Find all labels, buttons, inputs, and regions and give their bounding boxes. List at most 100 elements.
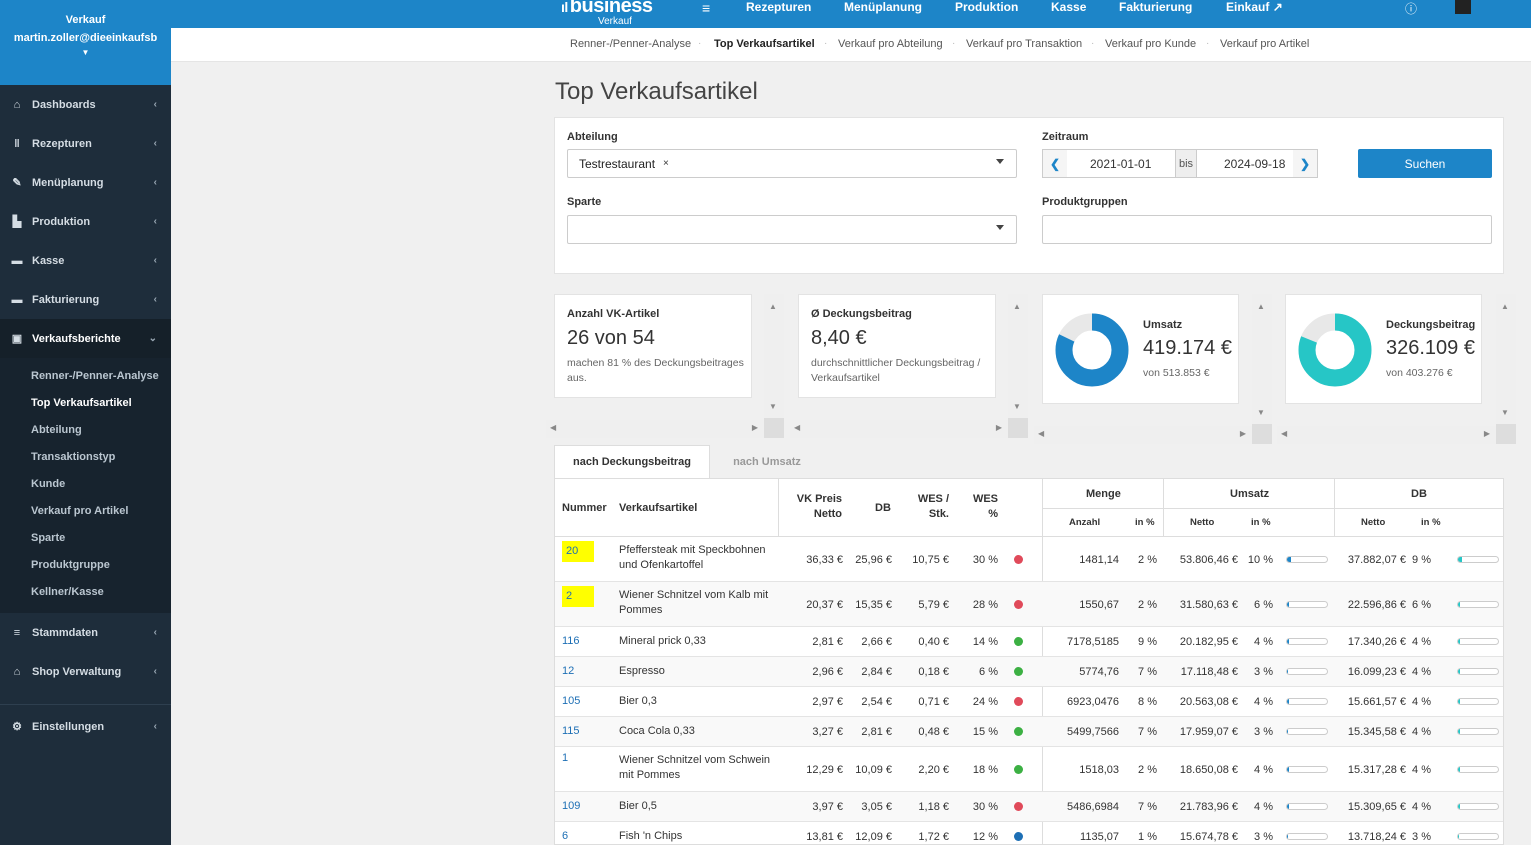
row-nummer[interactable]: 2 <box>562 586 594 607</box>
col-header-umsatz-pct[interactable]: in % <box>1251 517 1271 528</box>
caret-down-icon[interactable]: ▼ <box>81 48 90 57</box>
scroll-up-icon[interactable]: ▲ <box>769 302 777 311</box>
date-from-input[interactable]: 2021-01-01 <box>1090 157 1152 171</box>
subnav-verkauf-pro-artikel[interactable]: Verkauf pro Artikel <box>1220 38 1310 50</box>
row-nummer[interactable]: 20 <box>562 541 594 562</box>
sidebar-item-menueplanung[interactable]: ✎ Menüplanung ‹ <box>0 163 171 202</box>
table-row[interactable]: 116 Mineral prick 0,33 2,81 € 2,66 € 0,40 € 1… <box>555 627 1503 657</box>
col-header-vk-preis[interactable]: VK Preis Netto <box>796 492 842 522</box>
row-nummer[interactable]: 6 <box>562 830 569 842</box>
col-header-wes-pct[interactable]: WES % <box>972 492 998 522</box>
topmenu-fakturierung[interactable]: Fakturierung <box>1119 0 1193 14</box>
table-row[interactable]: 20 Pfeffersteak mit Speckbohnen und Ofenka… <box>555 537 1503 582</box>
scroll-right-icon[interactable]: ▶ <box>751 423 758 432</box>
row-nummer[interactable]: 116 <box>562 635 580 647</box>
scroll-down-icon[interactable]: ▼ <box>1013 402 1021 411</box>
sidebar-subitem-transaktionstyp[interactable]: Transaktionstyp <box>31 450 116 463</box>
subnav-verkauf-pro-kunde[interactable]: Verkauf pro Kunde <box>1105 38 1197 50</box>
col-header-nummer[interactable]: Nummer <box>562 502 607 514</box>
topmenu-produktion[interactable]: Produktion <box>955 0 1019 14</box>
sidebar-item-dashboards[interactable]: ⌂ Dashboards ‹ <box>0 85 171 124</box>
sparte-select[interactable] <box>567 215 1017 244</box>
subnav-verkauf-pro-transaktion[interactable]: Verkauf pro Transaktion <box>966 38 1083 50</box>
scroll-up-icon[interactable]: ▲ <box>1501 302 1509 311</box>
sidebar-subitem-abteilung[interactable]: Abteilung <box>31 423 82 436</box>
horizontal-scrollbar[interactable]: ◀ ▶ <box>546 420 764 438</box>
scroll-right-icon[interactable]: ▶ <box>995 423 1002 432</box>
abteilung-select[interactable]: Testrestaurant × <box>567 149 1017 178</box>
col-header-db-pct[interactable]: in % <box>1421 517 1441 528</box>
clear-selection-icon[interactable]: × <box>663 158 669 169</box>
sidebar-item-shop-verwaltung[interactable]: ⌂ Shop Verwaltung ‹ <box>0 652 171 691</box>
scroll-right-icon[interactable]: ▶ <box>1239 429 1246 438</box>
table-row[interactable]: 109 Bier 0,5 3,97 € 3,05 € 1,18 € 30 % 5486,69… <box>555 792 1503 822</box>
col-header-anzahl[interactable]: Anzahl <box>1069 517 1101 528</box>
row-nummer[interactable]: 12 <box>562 665 575 677</box>
row-nummer[interactable]: 105 <box>562 695 581 707</box>
sidebar-subitem-kellner-kasse[interactable]: Kellner/Kasse <box>31 585 104 598</box>
col-header-umsatz-netto[interactable]: Netto <box>1190 517 1215 528</box>
col-header-wes-stk[interactable]: WES / Stk. <box>917 492 949 522</box>
scroll-down-icon[interactable]: ▼ <box>1501 408 1509 417</box>
tab-nach-deckungsbeitrag[interactable]: nach Deckungsbeitrag <box>554 445 710 478</box>
topmenu-kasse[interactable]: Kasse <box>1051 0 1087 14</box>
row-nummer[interactable]: 1 <box>562 752 569 764</box>
avatar[interactable] <box>1455 0 1471 14</box>
scroll-down-icon[interactable]: ▼ <box>1257 408 1265 417</box>
sidebar-subitem-renner-penner[interactable]: Renner-/Penner-Analyse <box>31 369 159 382</box>
table-row[interactable]: 12 Espresso 2,96 € 2,84 € 0,18 € 6 % 5774,76 7 … <box>555 657 1503 687</box>
vertical-scrollbar[interactable]: ▲ ▼ <box>764 294 784 418</box>
table-row[interactable]: 1 Wiener Schnitzel vom Schwein mit Pommes 1… <box>555 747 1503 792</box>
table-row[interactable]: 115 Coca Cola 0,33 3,27 € 2,81 € 0,48 € 15 % 5… <box>555 717 1503 747</box>
scroll-up-icon[interactable]: ▲ <box>1257 302 1265 311</box>
date-next-button[interactable]: ❯ <box>1293 150 1317 177</box>
sidebar-item-rezepturen[interactable]: ‖ Rezepturen ‹ <box>0 124 171 163</box>
scroll-up-icon[interactable]: ▲ <box>1013 302 1021 311</box>
sidebar-subitem-verkauf-pro-artikel[interactable]: Verkauf pro Artikel <box>31 504 129 517</box>
vertical-scrollbar[interactable]: ▲ ▼ <box>1496 294 1516 424</box>
table-row[interactable]: 2 Wiener Schnitzel vom Kalb mit Pommes 20,3… <box>555 582 1503 627</box>
row-nummer[interactable]: 115 <box>562 725 580 737</box>
subnav-renner-penner[interactable]: Renner-/Penner-Analyse <box>570 38 692 50</box>
col-header-db-netto[interactable]: Netto <box>1361 517 1386 528</box>
col-header-db[interactable]: DB <box>875 502 891 514</box>
scroll-left-icon[interactable]: ◀ <box>794 423 801 432</box>
sidebar-item-produktion[interactable]: ▙ Produktion ‹ <box>0 202 171 241</box>
scroll-down-icon[interactable]: ▼ <box>769 402 777 411</box>
sidebar-item-stammdaten[interactable]: ≡ Stammdaten ‹ <box>0 613 171 652</box>
date-prev-button[interactable]: ❮ <box>1043 150 1067 177</box>
tab-nach-umsatz[interactable]: nach Umsatz <box>733 455 801 468</box>
scroll-left-icon[interactable]: ◀ <box>550 423 557 432</box>
horizontal-scrollbar[interactable]: ◀ ▶ <box>790 420 1008 438</box>
sidebar-item-verkaufsberichte[interactable]: ▣ Verkaufsberichte ⌄ <box>0 319 171 358</box>
topmenu-rezepturen[interactable]: Rezepturen <box>746 0 812 14</box>
scroll-right-icon[interactable]: ▶ <box>1483 429 1490 438</box>
sidebar-item-fakturierung[interactable]: ▬ Fakturierung ‹ <box>0 280 171 319</box>
topmenu-einkauf[interactable]: Einkauf ↗ <box>1226 0 1283 14</box>
sidebar-subitem-kunde[interactable]: Kunde <box>31 477 66 490</box>
horizontal-scrollbar[interactable]: ◀ ▶ <box>1277 426 1496 444</box>
vertical-scrollbar[interactable]: ▲ ▼ <box>1252 294 1272 424</box>
date-to-input[interactable]: 2024-09-18 <box>1224 157 1286 171</box>
produktgruppen-input[interactable] <box>1042 215 1492 244</box>
col-header-verkaufsartikel[interactable]: Verkaufsartikel <box>619 502 698 514</box>
help-icon[interactable]: ⓘ <box>1405 2 1418 16</box>
horizontal-scrollbar[interactable]: ◀ ▶ <box>1034 426 1252 444</box>
sidebar-subitem-produktgruppe[interactable]: Produktgruppe <box>31 558 110 571</box>
search-button[interactable]: Suchen <box>1358 149 1492 178</box>
scroll-left-icon[interactable]: ◀ <box>1281 429 1288 438</box>
table-row[interactable]: 105 Bier 0,3 2,97 € 2,54 € 0,71 € 24 % 6923,04… <box>555 687 1503 717</box>
user-panel[interactable]: Verkauf martin.zoller@dieeinkaufsb ▼ <box>0 0 171 85</box>
sidebar-item-einstellungen[interactable]: ⚙ Einstellungen ‹ <box>0 707 171 746</box>
table-row[interactable]: 6 Fish 'n Chips 13,81 € 12,09 € 1,72 € 12 % 11… <box>555 822 1503 845</box>
vertical-scrollbar[interactable]: ▲ ▼ <box>1008 294 1028 418</box>
row-nummer[interactable]: 109 <box>562 800 581 812</box>
col-header-menge-pct[interactable]: in % <box>1135 517 1155 528</box>
sidebar-item-kasse[interactable]: ▬ Kasse ‹ <box>0 241 171 280</box>
topmenu-menueplanung[interactable]: Menüplanung <box>844 0 922 14</box>
subnav-top-verkaufsartikel[interactable]: Top Verkaufsartikel <box>714 38 815 50</box>
scroll-left-icon[interactable]: ◀ <box>1038 429 1045 438</box>
hamburger-menu-icon[interactable]: ≡ <box>702 0 711 16</box>
app-logo[interactable]: ıl business <box>561 0 653 18</box>
sidebar-subitem-top-verkaufsartikel[interactable]: Top Verkaufsartikel <box>31 396 132 409</box>
